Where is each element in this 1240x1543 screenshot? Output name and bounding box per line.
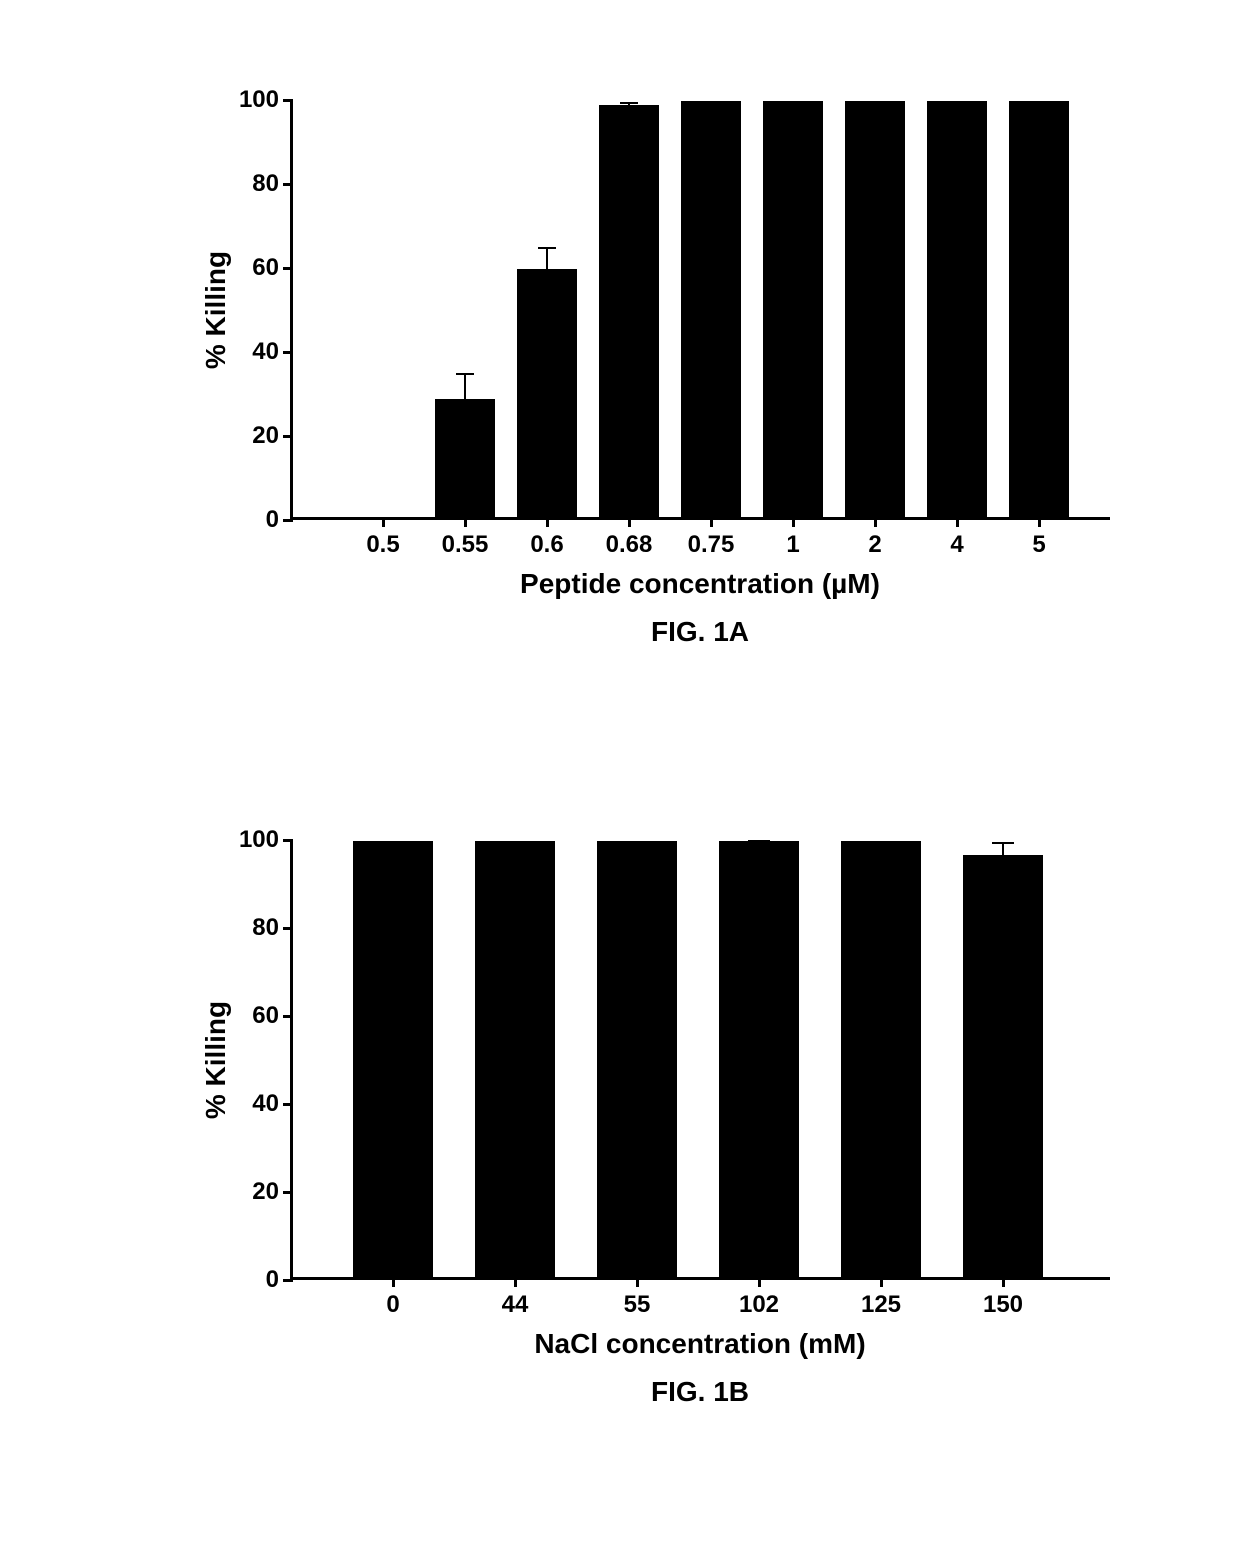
fig1b-bar bbox=[597, 841, 677, 1277]
fig1a-plot: 0204060801000.50.550.60.680.751245 bbox=[290, 100, 1110, 520]
fig1a-y-tick-label: 20 bbox=[252, 422, 279, 450]
fig1b-y-axis-label: % Killing bbox=[200, 1001, 232, 1119]
fig1a-y-tick bbox=[283, 351, 293, 354]
fig1b-x-tick bbox=[636, 1277, 639, 1287]
fig1a-x-tick bbox=[464, 517, 467, 527]
fig1a-x-tick-label: 0.6 bbox=[530, 531, 563, 559]
fig1b-y-tick-label: 0 bbox=[266, 1266, 279, 1294]
fig1b-x-tick-label: 44 bbox=[502, 1291, 529, 1319]
fig1a-x-tick bbox=[546, 517, 549, 527]
fig1b-x-tick bbox=[880, 1277, 883, 1287]
fig1a-error-bar bbox=[546, 247, 548, 272]
fig1a-bar bbox=[1009, 101, 1069, 517]
fig1a-bar bbox=[763, 101, 823, 517]
fig1a-y-tick bbox=[283, 435, 293, 438]
fig1b-x-tick bbox=[392, 1277, 395, 1287]
fig1b-y-tick bbox=[283, 1191, 293, 1194]
fig1b-caption: FIG. 1B bbox=[651, 1376, 749, 1408]
fig1a-x-tick bbox=[628, 517, 631, 527]
fig1a-x-tick-label: 5 bbox=[1032, 531, 1045, 559]
fig1b-plot: 02040608010004455102125150 bbox=[290, 840, 1110, 1280]
fig1b-bar bbox=[963, 855, 1043, 1277]
fig1b-x-tick bbox=[758, 1277, 761, 1287]
fig1a-x-tick-label: 2 bbox=[868, 531, 881, 559]
fig1b-error-cap bbox=[748, 840, 770, 842]
fig1b-bar bbox=[353, 841, 433, 1277]
fig1b-y-tick-label: 80 bbox=[252, 914, 279, 942]
fig1a-bar bbox=[845, 101, 905, 517]
fig1a-bar bbox=[517, 269, 577, 517]
fig1a-x-tick bbox=[874, 517, 877, 527]
fig1b-y-tick-label: 40 bbox=[252, 1090, 279, 1118]
fig1a-y-tick bbox=[283, 99, 293, 102]
fig1a-x-tick bbox=[792, 517, 795, 527]
figure-1b: 02040608010004455102125150% KillingNaCl … bbox=[50, 780, 1190, 1450]
fig1a-error-cap bbox=[538, 247, 556, 249]
fig1b-x-axis-label: NaCl concentration (mM) bbox=[534, 1328, 865, 1360]
fig1b-x-tick-label: 125 bbox=[861, 1291, 901, 1319]
fig1b-y-tick-label: 100 bbox=[239, 826, 279, 854]
fig1a-y-tick bbox=[283, 267, 293, 270]
fig1b-chart-area: 02040608010004455102125150% KillingNaCl … bbox=[50, 780, 1190, 1450]
fig1a-x-axis-label: Peptide concentration (µM) bbox=[520, 568, 880, 600]
fig1b-y-tick bbox=[283, 1015, 293, 1018]
fig1a-y-tick bbox=[283, 183, 293, 186]
fig1a-bar bbox=[681, 101, 741, 517]
fig1a-bar bbox=[435, 399, 495, 517]
fig1b-x-tick-label: 102 bbox=[739, 1291, 779, 1319]
fig1a-y-tick bbox=[283, 519, 293, 522]
fig1a-x-tick-label: 1 bbox=[786, 531, 799, 559]
fig1b-x-tick-label: 150 bbox=[983, 1291, 1023, 1319]
figure-1a: 0204060801000.50.550.60.680.751245% Kill… bbox=[50, 40, 1190, 690]
fig1b-y-tick-label: 60 bbox=[252, 1002, 279, 1030]
fig1a-x-tick-label: 0.75 bbox=[688, 531, 735, 559]
fig1b-y-tick-label: 20 bbox=[252, 1178, 279, 1206]
fig1a-y-tick-label: 0 bbox=[266, 506, 279, 534]
fig1b-x-tick bbox=[514, 1277, 517, 1287]
fig1a-y-tick-label: 100 bbox=[239, 86, 279, 114]
fig1a-x-tick bbox=[382, 517, 385, 527]
fig1a-x-tick bbox=[710, 517, 713, 527]
fig1a-x-tick bbox=[1038, 517, 1041, 527]
fig1a-error-cap bbox=[620, 102, 638, 104]
fig1a-error-cap bbox=[456, 373, 474, 375]
fig1a-y-tick-label: 40 bbox=[252, 338, 279, 366]
fig1b-x-tick-label: 55 bbox=[624, 1291, 651, 1319]
fig1b-bar bbox=[719, 841, 799, 1277]
fig1b-error-cap bbox=[870, 842, 892, 844]
fig1a-y-tick-label: 60 bbox=[252, 254, 279, 282]
fig1b-error-bar bbox=[1002, 842, 1004, 857]
fig1a-y-axis-label: % Killing bbox=[200, 251, 232, 369]
fig1a-y-tick-label: 80 bbox=[252, 170, 279, 198]
fig1b-y-tick bbox=[283, 927, 293, 930]
fig1a-error-bar bbox=[464, 373, 466, 402]
fig1b-y-tick bbox=[283, 1103, 293, 1106]
fig1a-x-tick-label: 4 bbox=[950, 531, 963, 559]
fig1a-x-tick-label: 0.5 bbox=[366, 531, 399, 559]
fig1a-bar bbox=[599, 105, 659, 517]
fig1b-bar bbox=[841, 841, 921, 1277]
fig1a-x-tick bbox=[956, 517, 959, 527]
fig1b-x-tick-label: 0 bbox=[386, 1291, 399, 1319]
fig1b-x-tick bbox=[1002, 1277, 1005, 1287]
fig1b-y-tick bbox=[283, 1279, 293, 1282]
fig1b-bar bbox=[475, 841, 555, 1277]
fig1b-error-cap bbox=[992, 842, 1014, 844]
fig1a-chart-area: 0204060801000.50.550.60.680.751245% Kill… bbox=[50, 40, 1190, 690]
fig1a-bar bbox=[927, 101, 987, 517]
fig1b-y-tick bbox=[283, 839, 293, 842]
fig1a-caption: FIG. 1A bbox=[651, 616, 749, 648]
fig1a-x-tick-label: 0.55 bbox=[442, 531, 489, 559]
fig1a-x-tick-label: 0.68 bbox=[606, 531, 653, 559]
